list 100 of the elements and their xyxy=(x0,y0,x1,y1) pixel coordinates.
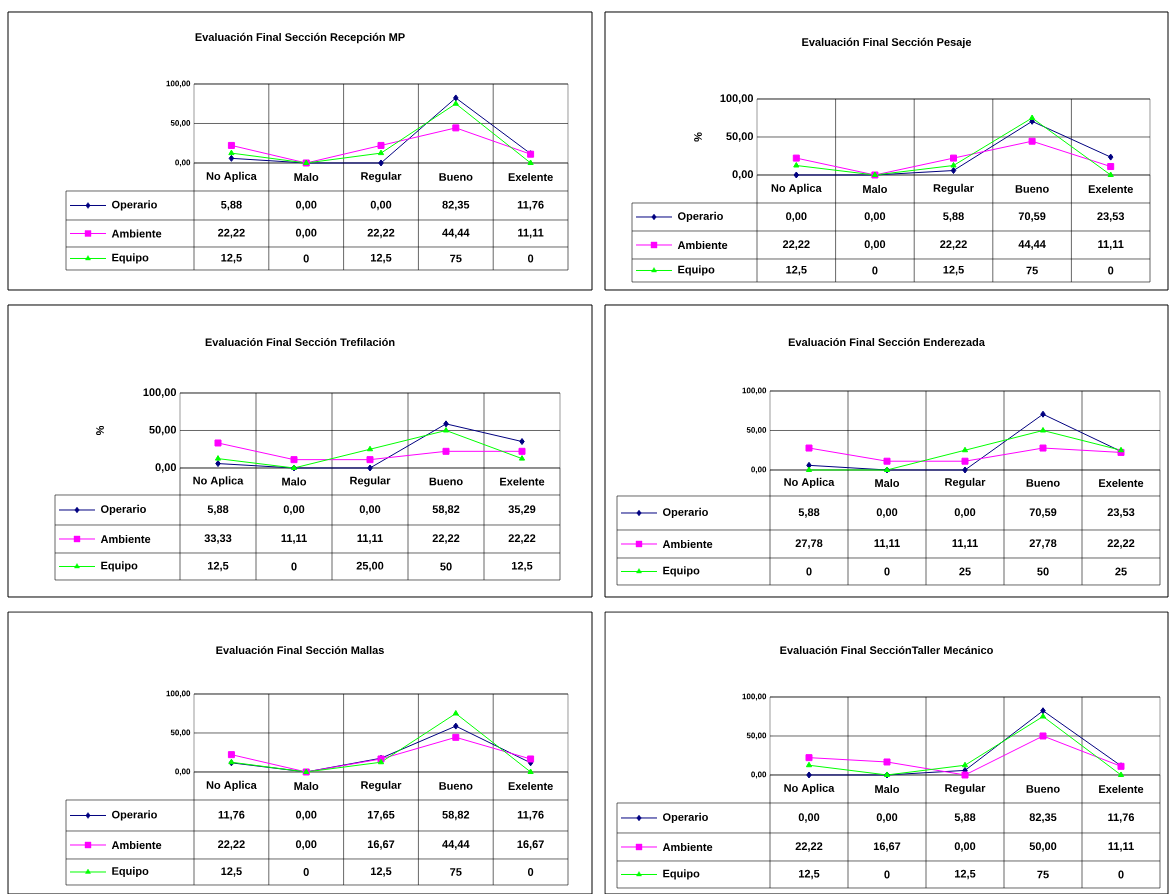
y-tick-label: 100,00 xyxy=(166,80,191,88)
data-label: 70,59 xyxy=(1029,508,1057,518)
x-tick-label: No Aplica xyxy=(206,780,257,792)
x-tick-label: Regular xyxy=(945,783,986,795)
data-label: 5,88 xyxy=(798,508,820,518)
x-tick-label: Malo xyxy=(282,477,307,486)
x-tick-label: No Aplica xyxy=(784,477,835,489)
data-label: 11,11 xyxy=(518,228,544,239)
data-label: 11,76 xyxy=(517,810,544,821)
data-label: 0,00 xyxy=(798,813,820,823)
data-label: 16,67 xyxy=(873,842,901,852)
data-label: 11,11 xyxy=(357,534,383,544)
y-tick-label: 50,00 xyxy=(170,729,191,737)
chart-title: Evaluación Final SecciónTaller Mecánico xyxy=(780,645,993,655)
data-label: 0 xyxy=(527,868,534,876)
data-label: 58,82 xyxy=(432,505,460,515)
data-label: 0,00 xyxy=(864,212,886,222)
data-label: 50 xyxy=(1037,567,1049,576)
data-label: 0 xyxy=(303,254,309,263)
x-tick-label: No Aplica xyxy=(193,476,244,487)
x-tick-label: Malo xyxy=(294,172,319,182)
legend-label: Equipo xyxy=(101,561,138,572)
y-tick-label: 0,00 xyxy=(751,466,767,474)
data-label: 22,22 xyxy=(795,842,823,852)
legend-label: Ambiente xyxy=(662,539,713,549)
y-tick-label: 100,00 xyxy=(742,693,767,701)
y-tick-label: 50,00 xyxy=(170,120,191,127)
data-label: 11,76 xyxy=(1108,813,1135,823)
data-label: 0,00 xyxy=(295,228,317,239)
data-label: 12,5 xyxy=(954,869,976,880)
data-label: 27,78 xyxy=(1029,539,1057,549)
y-axis-title: % xyxy=(694,132,702,142)
data-label: 5,88 xyxy=(221,200,242,211)
chart-title: Evaluación Final Sección Mallas xyxy=(216,645,384,655)
legend-label: Operario xyxy=(662,507,708,519)
data-label: 22,22 xyxy=(1107,539,1135,549)
data-label: 0,00 xyxy=(786,212,807,222)
data-label: 0 xyxy=(291,562,297,571)
data-label: 0,00 xyxy=(864,240,886,250)
y-tick-label: 100,00 xyxy=(720,94,754,104)
y-tick-label: 100,00 xyxy=(143,388,177,398)
y-axis-title: % xyxy=(96,425,104,436)
x-tick-label: Regular xyxy=(361,780,402,792)
data-label: 25 xyxy=(1115,567,1127,576)
data-label: 0,00 xyxy=(370,200,392,211)
data-label: 12,5 xyxy=(207,561,229,572)
x-tick-label: Malo xyxy=(294,781,319,791)
y-tick-label: 0,00 xyxy=(732,170,754,180)
data-label: 12,5 xyxy=(798,869,820,880)
y-tick-label: 100,00 xyxy=(166,690,191,698)
data-label: 25 xyxy=(959,567,971,576)
data-label: 23,53 xyxy=(1107,508,1135,518)
data-label: 0 xyxy=(884,567,890,576)
data-label: 0,00 xyxy=(954,842,976,852)
y-tick-label: 100,00 xyxy=(742,387,767,395)
data-label: 0,00 xyxy=(876,508,898,518)
data-label: 82,35 xyxy=(1029,813,1057,823)
legend-label: Equipo xyxy=(663,566,700,577)
data-label: 0,00 xyxy=(295,810,317,821)
data-label: 16,67 xyxy=(517,840,544,850)
data-label: 11,11 xyxy=(874,539,900,549)
legend-label: Operario xyxy=(112,200,157,211)
data-label: 0,00 xyxy=(283,505,305,515)
legend-label: Ambiente xyxy=(111,229,162,238)
data-label: 16,67 xyxy=(367,840,395,850)
data-label: 50,00 xyxy=(1029,842,1057,852)
data-label: 0 xyxy=(872,266,878,275)
data-label: 0 xyxy=(1118,870,1124,879)
legend-label: Equipo xyxy=(678,265,715,276)
data-label: 75 xyxy=(450,254,462,263)
data-label: 0 xyxy=(1108,266,1114,275)
data-label: 44,44 xyxy=(442,228,470,239)
data-label: 58,82 xyxy=(442,810,470,821)
y-tick-label: 50,00 xyxy=(149,425,177,436)
data-label: 75 xyxy=(1026,266,1038,275)
data-label: 5,88 xyxy=(943,212,964,222)
data-label: 17,65 xyxy=(367,810,395,821)
legend-label: Equipo xyxy=(112,866,149,878)
legend-label: Ambiente xyxy=(111,840,162,850)
data-label: 0,00 xyxy=(876,813,898,823)
data-label: 12,5 xyxy=(221,867,242,877)
legend-label: Operario xyxy=(101,504,146,516)
data-label: 22,22 xyxy=(782,240,810,250)
data-label: 12,5 xyxy=(943,265,964,276)
legend-label: Operario xyxy=(112,810,157,821)
chart-title: Evaluación Final Sección Enderezada xyxy=(788,337,985,347)
data-label: 11,11 xyxy=(1108,842,1134,852)
data-label: 11,11 xyxy=(281,534,307,544)
data-label: 0,00 xyxy=(954,508,976,518)
data-label: 5,88 xyxy=(954,813,976,823)
chart-title: Evaluación Final Sección Recepción MP xyxy=(195,32,405,44)
y-tick-label: 0,00 xyxy=(175,768,191,776)
data-label: 22,22 xyxy=(508,534,536,544)
data-label: 11,76 xyxy=(218,810,245,821)
data-label: 33,33 xyxy=(204,534,232,544)
data-label: 50 xyxy=(440,562,452,571)
x-tick-label: No Aplica xyxy=(784,783,835,795)
data-label: 35,29 xyxy=(508,505,536,515)
x-tick-label: Bueno xyxy=(1015,185,1049,193)
data-label: 0 xyxy=(527,254,534,263)
